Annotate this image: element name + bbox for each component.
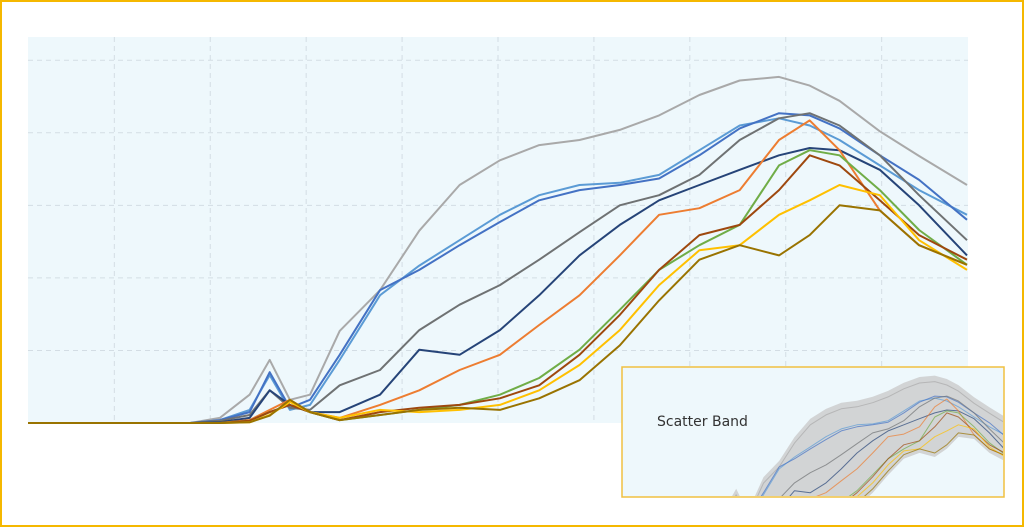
inset-line bbox=[863, 432, 1003, 496]
inset-line bbox=[851, 412, 1003, 496]
inset-line bbox=[789, 409, 1003, 496]
inset-plot bbox=[732, 375, 1003, 496]
inset-line bbox=[762, 397, 1003, 496]
series-line bbox=[28, 112, 968, 424]
series-line bbox=[28, 147, 968, 424]
lines bbox=[28, 75, 968, 424]
scatter-band bbox=[732, 375, 1003, 496]
inset-label: Scatter Band bbox=[657, 414, 748, 430]
grid bbox=[28, 37, 968, 423]
inset-line bbox=[760, 395, 1003, 496]
series-line bbox=[28, 154, 968, 424]
inset: Scatter Band bbox=[621, 366, 1005, 498]
inset-line bbox=[734, 381, 1003, 496]
inset-line bbox=[781, 395, 1003, 496]
series-line bbox=[28, 119, 968, 424]
inset-line bbox=[848, 410, 1003, 496]
inset-line bbox=[857, 424, 1003, 496]
inset-line bbox=[816, 398, 1003, 496]
series-line bbox=[28, 204, 968, 424]
series-line bbox=[28, 75, 968, 424]
